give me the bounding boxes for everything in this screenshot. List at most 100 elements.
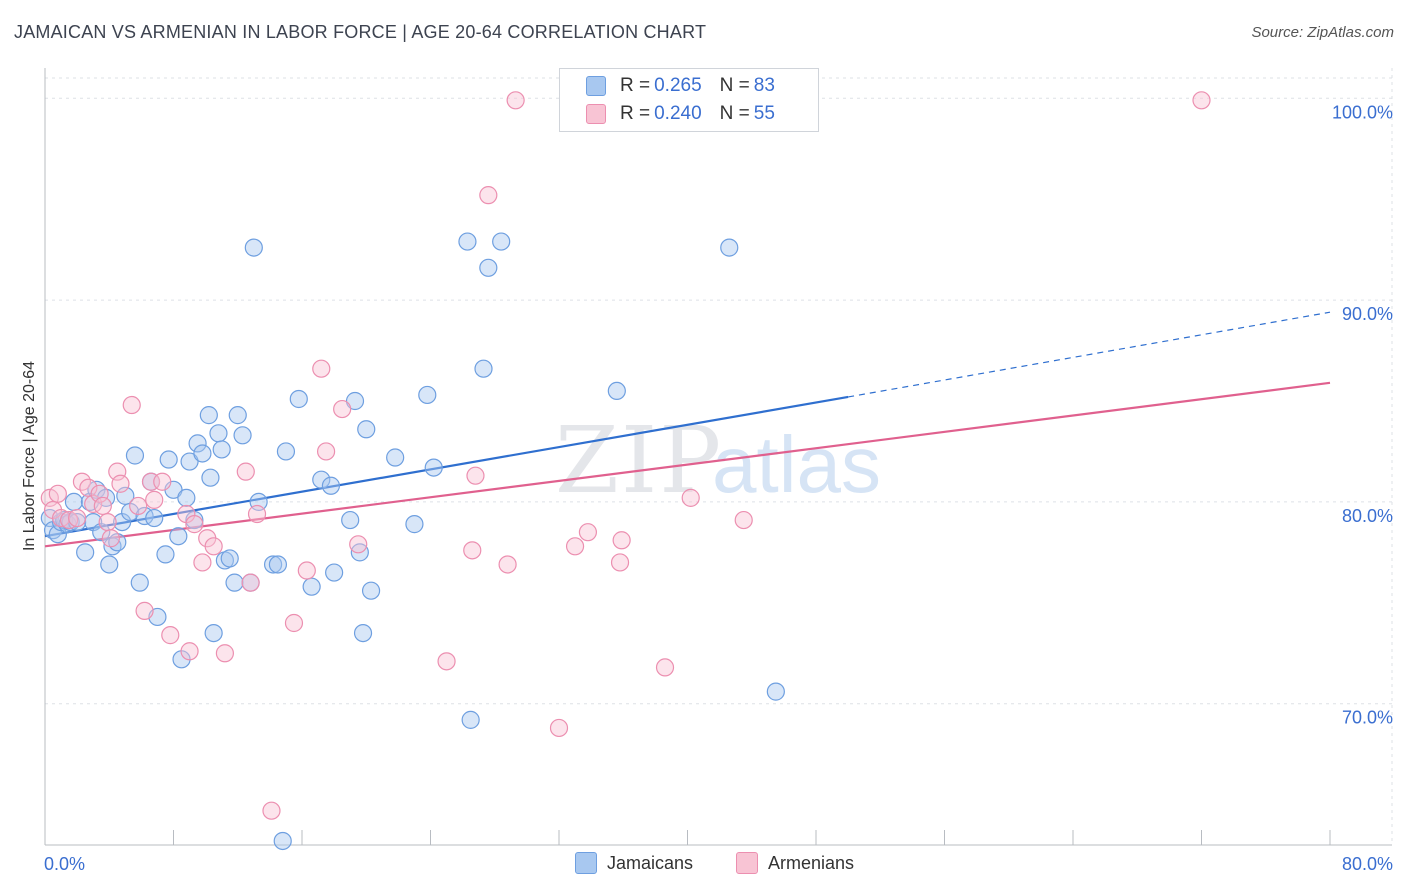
trend-line-jamaicans-extension <box>848 311 1331 398</box>
legend-n-label: N = <box>719 103 750 124</box>
trend-line-armenians <box>44 381 1331 548</box>
point-armenians <box>153 472 172 491</box>
legend-n-label: N = <box>719 75 750 96</box>
legend-n-value: 83 <box>753 75 775 96</box>
point-armenians <box>349 535 368 554</box>
point-jamaicans <box>607 381 626 401</box>
point-jamaicans <box>145 508 164 528</box>
point-armenians <box>734 510 753 530</box>
point-armenians <box>284 613 304 633</box>
point-jamaicans <box>233 426 252 445</box>
axes <box>44 68 1392 846</box>
point-armenians <box>333 399 352 419</box>
point-armenians <box>565 537 585 556</box>
point-armenians <box>161 626 180 645</box>
point-armenians <box>215 644 234 663</box>
point-armenians <box>241 573 260 592</box>
point-armenians <box>463 541 482 560</box>
point-jamaicans <box>228 406 247 425</box>
point-jamaicans <box>64 492 84 512</box>
trend-line-jamaicans <box>44 395 849 538</box>
point-jamaicans <box>92 523 111 542</box>
point-armenians <box>612 531 631 550</box>
point-armenians <box>578 523 598 542</box>
point-jamaicans <box>357 420 376 439</box>
point-armenians <box>297 561 316 580</box>
bottom-legend-swatch-pink <box>736 852 758 874</box>
point-jamaicans <box>386 448 405 467</box>
point-armenians <box>101 529 120 548</box>
point-armenians <box>145 490 164 509</box>
point-jamaicans <box>276 442 296 461</box>
point-armenians <box>655 658 675 677</box>
x-tick-label: 0.0% <box>44 854 85 874</box>
point-armenians <box>48 484 67 503</box>
point-armenians <box>247 504 267 524</box>
point-jamaicans <box>180 452 199 471</box>
point-jamaicans <box>130 573 149 592</box>
point-jamaicans <box>289 389 308 409</box>
point-jamaicans <box>458 232 477 251</box>
point-jamaicans <box>125 446 145 465</box>
bottom-legend-label: Armenians <box>768 852 855 873</box>
y-tick-label: 70.0% <box>1342 708 1393 728</box>
point-jamaicans <box>225 573 244 592</box>
point-armenians <box>93 496 112 516</box>
legend-row-armenians: R = 0.240 N = 55 <box>586 101 775 127</box>
point-armenians <box>98 512 117 532</box>
point-jamaicans <box>312 470 331 489</box>
point-jamaicans <box>353 623 373 643</box>
point-armenians <box>180 642 199 661</box>
point-armenians <box>312 359 331 378</box>
point-armenians <box>185 515 204 534</box>
point-armenians <box>498 555 517 574</box>
point-jamaicans <box>345 391 365 411</box>
point-armenians <box>681 488 700 507</box>
point-jamaicans <box>212 440 231 459</box>
point-armenians <box>193 553 212 572</box>
y-tick-label: 100.0% <box>1332 102 1393 122</box>
legend-n-value: 55 <box>753 103 775 124</box>
point-armenians <box>437 652 456 671</box>
point-jamaicans <box>201 468 220 487</box>
point-jamaicans <box>341 510 360 530</box>
point-jamaicans <box>156 545 175 564</box>
point-jamaicans <box>302 577 321 596</box>
data-points <box>40 91 1211 851</box>
legend-swatch-pink <box>586 104 606 124</box>
legend-row-jamaicans: R = 0.265 N = 83 <box>586 73 775 99</box>
point-jamaicans <box>424 458 443 477</box>
bottom-legend-jamaicans: Jamaicans <box>575 852 693 874</box>
legend-swatch-blue <box>586 76 606 96</box>
point-jamaicans <box>100 555 119 574</box>
point-jamaicans <box>474 359 493 378</box>
bottom-legend-swatch-blue <box>575 852 597 874</box>
bottom-legend-armenians: Armenians <box>736 852 854 874</box>
point-jamaicans <box>188 434 207 453</box>
point-jamaicans <box>204 623 223 643</box>
point-armenians <box>610 553 630 572</box>
y-tick-label: 90.0% <box>1342 304 1393 324</box>
point-armenians <box>236 462 255 481</box>
point-armenians <box>506 91 525 110</box>
point-jamaicans <box>159 450 178 469</box>
point-jamaicans <box>461 710 480 729</box>
point-jamaicans <box>169 527 188 546</box>
point-armenians <box>1192 91 1211 110</box>
tick-labels: 100.0% 90.0% 80.0% 70.0% 0.0% 80.0% <box>44 102 1393 874</box>
legend-r-value: 0.240 <box>654 103 702 124</box>
legend-r-label: R = <box>620 75 651 96</box>
point-armenians <box>204 537 223 556</box>
point-jamaicans <box>766 682 785 701</box>
chart-title: JAMAICAN VS ARMENIAN IN LABOR FORCE | AG… <box>14 22 707 42</box>
point-jamaicans <box>361 581 381 600</box>
bottom-legend-label: Jamaicans <box>607 852 694 873</box>
source-label: Source: ZipAtlas.com <box>1251 24 1394 41</box>
point-jamaicans <box>321 476 341 495</box>
legend: R = 0.265 N = 83 R = 0.240 N = 55 <box>559 68 819 132</box>
point-jamaicans <box>268 555 288 574</box>
point-armenians <box>262 801 281 820</box>
point-armenians <box>122 395 141 415</box>
watermark-atlas: atlas <box>712 420 881 509</box>
